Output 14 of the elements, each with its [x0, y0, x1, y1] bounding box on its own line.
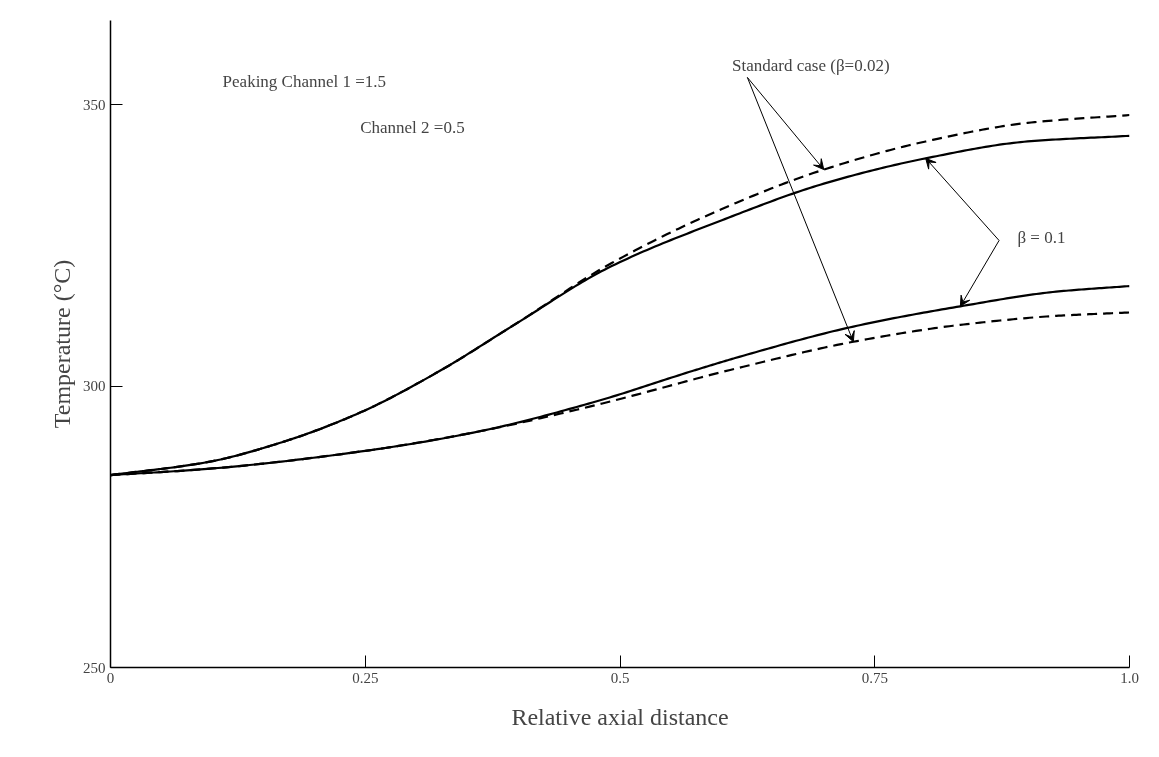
annotation: β = 0.1 — [1017, 227, 1066, 247]
annotation: Channel 2 =0.5 — [360, 117, 465, 137]
y-tick-label: 300 — [83, 378, 106, 395]
x-tick-label: 0.25 — [352, 669, 379, 686]
x-tick-label: 0.5 — [610, 669, 630, 686]
x-tick-label: 0.75 — [861, 669, 888, 686]
x-tick-label: 1.0 — [1120, 669, 1139, 686]
y-tick-label: 350 — [83, 96, 106, 113]
annotation: Standard case (β=0.02) — [732, 56, 890, 76]
y-tick-label: 250 — [83, 659, 106, 676]
x-tick-label: 0 — [106, 669, 115, 686]
x-axis-title: Relative axial distance — [511, 703, 729, 730]
y-axis-title: Temperature (°C) — [49, 259, 75, 429]
annotation: Peaking Channel 1 =1.5 — [222, 72, 387, 92]
